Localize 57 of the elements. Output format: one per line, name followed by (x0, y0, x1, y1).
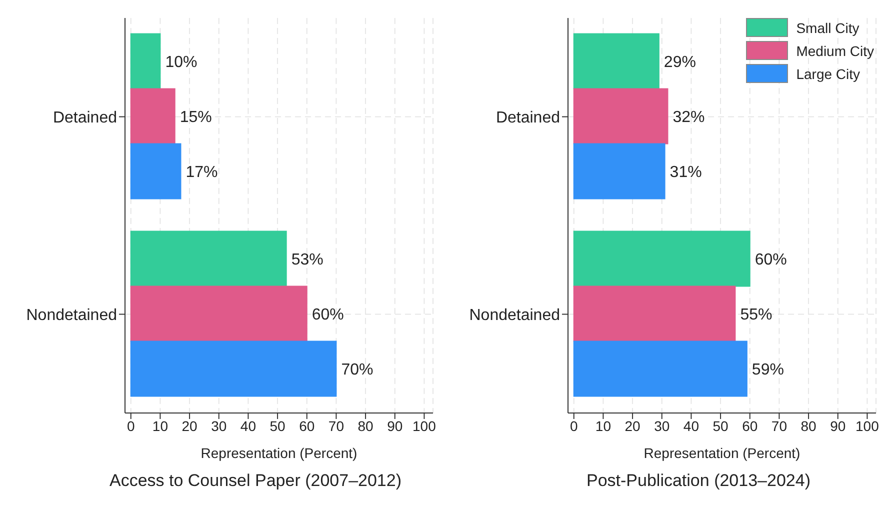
x-tick-label: 20 (182, 418, 198, 434)
x-tick-label: 90 (830, 418, 846, 434)
bar (130, 88, 176, 144)
data-label: 60% (312, 306, 344, 324)
x-axis-title: Representation (Percent) (644, 445, 800, 461)
data-label: 60% (754, 251, 787, 268)
x-tick-label: 60 (742, 418, 758, 434)
x-tick-label: 100 (412, 418, 436, 434)
y-tick-label: Detained (496, 109, 560, 126)
x-tick-label: 0 (126, 418, 135, 434)
x-tick-label: 60 (299, 418, 315, 434)
data-label: 17% (186, 164, 218, 181)
x-tick-label: 50 (270, 418, 286, 434)
x-tick-label: 80 (358, 418, 374, 434)
x-tick-label: 100 (856, 418, 880, 434)
x-tick-label: 10 (595, 418, 612, 434)
y-tick-label: Nondetained (469, 306, 560, 324)
data-label: 32% (672, 108, 705, 126)
legend-label: Small City (796, 20, 860, 36)
data-label: 70% (341, 361, 374, 378)
x-tick-label: 30 (654, 418, 670, 434)
data-label: 15% (180, 108, 212, 126)
bar (130, 340, 337, 397)
bar (130, 33, 161, 90)
x-tick-label: 10 (152, 418, 168, 434)
bar (573, 88, 668, 144)
data-label: 59% (752, 361, 784, 378)
x-tick-label: 90 (387, 418, 403, 434)
x-axis-title: Representation (Percent) (200, 445, 358, 461)
data-label: 55% (740, 306, 772, 324)
bar (130, 230, 287, 287)
x-tick-label: 40 (240, 418, 256, 434)
y-tick-label: Detained (52, 109, 117, 126)
bar (130, 286, 308, 342)
data-label: 29% (664, 54, 696, 71)
data-label: 53% (291, 251, 324, 268)
x-tick-label: 40 (683, 418, 700, 434)
y-tick-label: Nondetained (26, 306, 117, 324)
bar (573, 286, 736, 342)
legend-label: Large City (796, 66, 860, 82)
bar (573, 143, 666, 200)
x-tick-label: 0 (570, 418, 578, 434)
bar (573, 340, 748, 397)
bar (130, 143, 182, 200)
x-tick-label: 20 (624, 418, 641, 434)
bar (573, 230, 750, 287)
data-label: 31% (670, 164, 702, 181)
data-label: 10% (165, 54, 198, 71)
bar (573, 33, 660, 90)
x-tick-label: 70 (771, 418, 788, 434)
x-tick-label: 80 (800, 418, 817, 434)
legend-label: Medium City (796, 42, 874, 58)
x-tick-label: 50 (712, 418, 729, 434)
text: Post-Publication (2013–2024) (586, 471, 812, 491)
x-tick-label: 70 (328, 418, 344, 434)
text: Access to Counsel Paper (2007–2012) (108, 471, 402, 491)
x-tick-label: 30 (211, 418, 227, 434)
